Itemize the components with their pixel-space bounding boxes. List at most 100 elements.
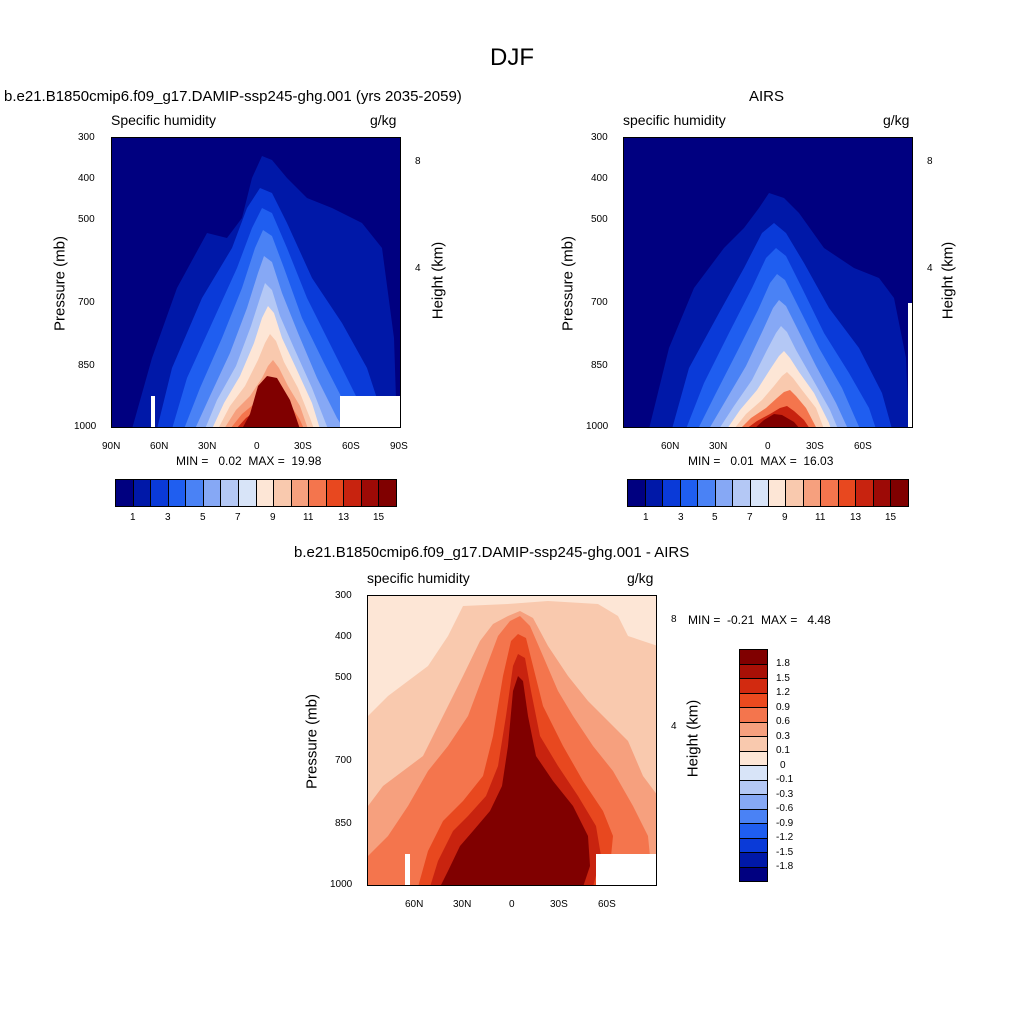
panel3-cbar-label: 0.9	[776, 702, 790, 713]
panel3-contour	[368, 596, 656, 885]
panel2-ytick-right: 4	[927, 263, 933, 274]
panel1-xtick: 90S	[390, 441, 408, 452]
panel3-ytick: 500	[335, 672, 352, 683]
panel2-contour	[624, 138, 912, 427]
panel1-ylabel: Pressure (mb)	[51, 235, 69, 332]
panel3-cbar-label: -0.9	[776, 818, 794, 829]
panel2-cbar-label: 15	[885, 512, 897, 523]
panel1-title: b.e21.B1850cmip6.f09_g17.DAMIP-ssp245-gh…	[4, 88, 462, 105]
panel3-cbar-label: -1.2	[776, 832, 794, 843]
panel1-cbar-label: 15	[373, 512, 385, 523]
panel3-cbar-label: 1.2	[776, 687, 790, 698]
panel2-ytick: 700	[591, 297, 608, 308]
panel3-cbar-label: 1.8	[776, 658, 790, 669]
panel3-subtitle-left: specific humidity	[367, 570, 470, 586]
panel1-subtitle-left: Specific humidity	[111, 112, 217, 128]
panel1-ytick: 500	[78, 214, 95, 225]
panel1-stats: MIN = 0.02 MAX = 19.98	[176, 454, 322, 468]
panel2-cbar-label: 9	[782, 512, 788, 523]
panel3-xtick: 30S	[550, 899, 568, 910]
panel2-ytick: 850	[591, 360, 608, 371]
panel1-ytick: 850	[78, 360, 95, 371]
panel1-cbar-label: 5	[200, 512, 206, 523]
panel2-subtitle-right: g/kg	[883, 112, 910, 128]
panel2-ytick: 400	[591, 173, 608, 184]
panel1-contour	[112, 138, 400, 427]
panel3-ytick: 1000	[330, 879, 353, 890]
panel2-title: AIRS	[749, 88, 785, 105]
panel3-cbar-label: -1.8	[776, 861, 794, 872]
panel3-ytick: 400	[335, 631, 352, 642]
panel3-title: b.e21.B1850cmip6.f09_g17.DAMIP-ssp245-gh…	[294, 544, 690, 561]
panel1-cbar-label: 3	[165, 512, 171, 523]
panel2-xtick: 60S	[854, 441, 872, 452]
panel1-xtick: 60N	[150, 441, 169, 452]
panel3-ytick: 300	[335, 590, 352, 601]
panel2-xtick: 0	[765, 441, 771, 452]
panel1-ytick: 300	[78, 132, 95, 143]
panel3-ytick-right: 4	[671, 721, 677, 732]
panel2-ytick: 1000	[586, 421, 609, 432]
panel2-xtick: 60N	[661, 441, 680, 452]
panel1-xtick: 60S	[342, 441, 360, 452]
panel3-xtick: 0	[509, 899, 515, 910]
panel3-cbar-label: -1.5	[776, 847, 794, 858]
panel2-ytick: 300	[591, 132, 608, 143]
panel1-plot	[111, 137, 401, 428]
panel1-subtitle-right: g/kg	[370, 112, 397, 128]
panel3-xtick: 30N	[453, 899, 472, 910]
panel1-cbar-label: 1	[130, 512, 136, 523]
panel3-ylabel: Pressure (mb)	[303, 693, 321, 790]
panel3-ylabel-right: Height (km)	[684, 699, 702, 778]
panel3-stats: MIN = -0.21 MAX = 4.48	[688, 613, 831, 627]
panel2-cbar-label: 11	[815, 512, 826, 523]
panel2-ytick: 500	[591, 214, 608, 225]
panel2-subtitle-left: specific humidity	[623, 112, 726, 128]
panel3-ytick: 850	[335, 818, 352, 829]
panel2-cbar-label: 13	[850, 512, 862, 523]
panel2-cbar-label: 1	[643, 512, 649, 523]
panel1-cbar-label: 11	[303, 512, 314, 523]
panel3-cbar-label: -0.6	[776, 803, 794, 814]
panel3-cbar-label: -0.1	[776, 774, 794, 785]
figure-title: DJF	[490, 44, 534, 71]
panel2-colorbar	[627, 479, 909, 507]
panel2-cbar-label: 3	[678, 512, 684, 523]
panel2-ylabel-right: Height (km)	[939, 241, 957, 320]
panel3-plot	[367, 595, 657, 886]
panel2-cbar-label: 5	[712, 512, 718, 523]
panel3-colorbar	[739, 649, 768, 882]
panel2-ylabel: Pressure (mb)	[559, 235, 577, 332]
panel1-ytick: 700	[78, 297, 95, 308]
panel2-ytick-right: 8	[927, 156, 933, 167]
panel1-ytick-right: 4	[415, 263, 421, 274]
panel1-colorbar	[115, 479, 397, 507]
panel2-xtick: 30S	[806, 441, 824, 452]
panel1-ytick: 1000	[74, 421, 97, 432]
panel2-stats: MIN = 0.01 MAX = 16.03	[688, 454, 834, 468]
panel2-xtick: 30N	[709, 441, 728, 452]
panel1-xtick: 30S	[294, 441, 312, 452]
panel3-cbar-label: 0.6	[776, 716, 790, 727]
panel1-cbar-label: 13	[338, 512, 350, 523]
panel3-subtitle-right: g/kg	[627, 570, 654, 586]
panel1-cbar-label: 7	[235, 512, 241, 523]
panel1-cbar-label: 9	[270, 512, 276, 523]
panel3-cbar-label: -0.3	[776, 789, 794, 800]
panel3-ytick-right: 8	[671, 614, 677, 625]
panel1-ytick: 400	[78, 173, 95, 184]
panel3-xtick: 60S	[598, 899, 616, 910]
panel3-cbar-label: 1.5	[776, 673, 790, 684]
panel3-ytick: 700	[335, 755, 352, 766]
panel3-cbar-label: 0.3	[776, 731, 790, 742]
panel1-xtick: 30N	[198, 441, 217, 452]
panel1-xtick: 0	[254, 441, 260, 452]
panel3-xtick: 60N	[405, 899, 424, 910]
panel1-ylabel-right: Height (km)	[429, 241, 447, 320]
panel1-xtick: 90N	[102, 441, 121, 452]
panel1-ytick-right: 8	[415, 156, 421, 167]
panel3-cbar-label: 0	[780, 760, 786, 771]
panel2-plot	[623, 137, 913, 428]
panel2-cbar-label: 7	[747, 512, 753, 523]
panel3-cbar-label: 0.1	[776, 745, 790, 756]
